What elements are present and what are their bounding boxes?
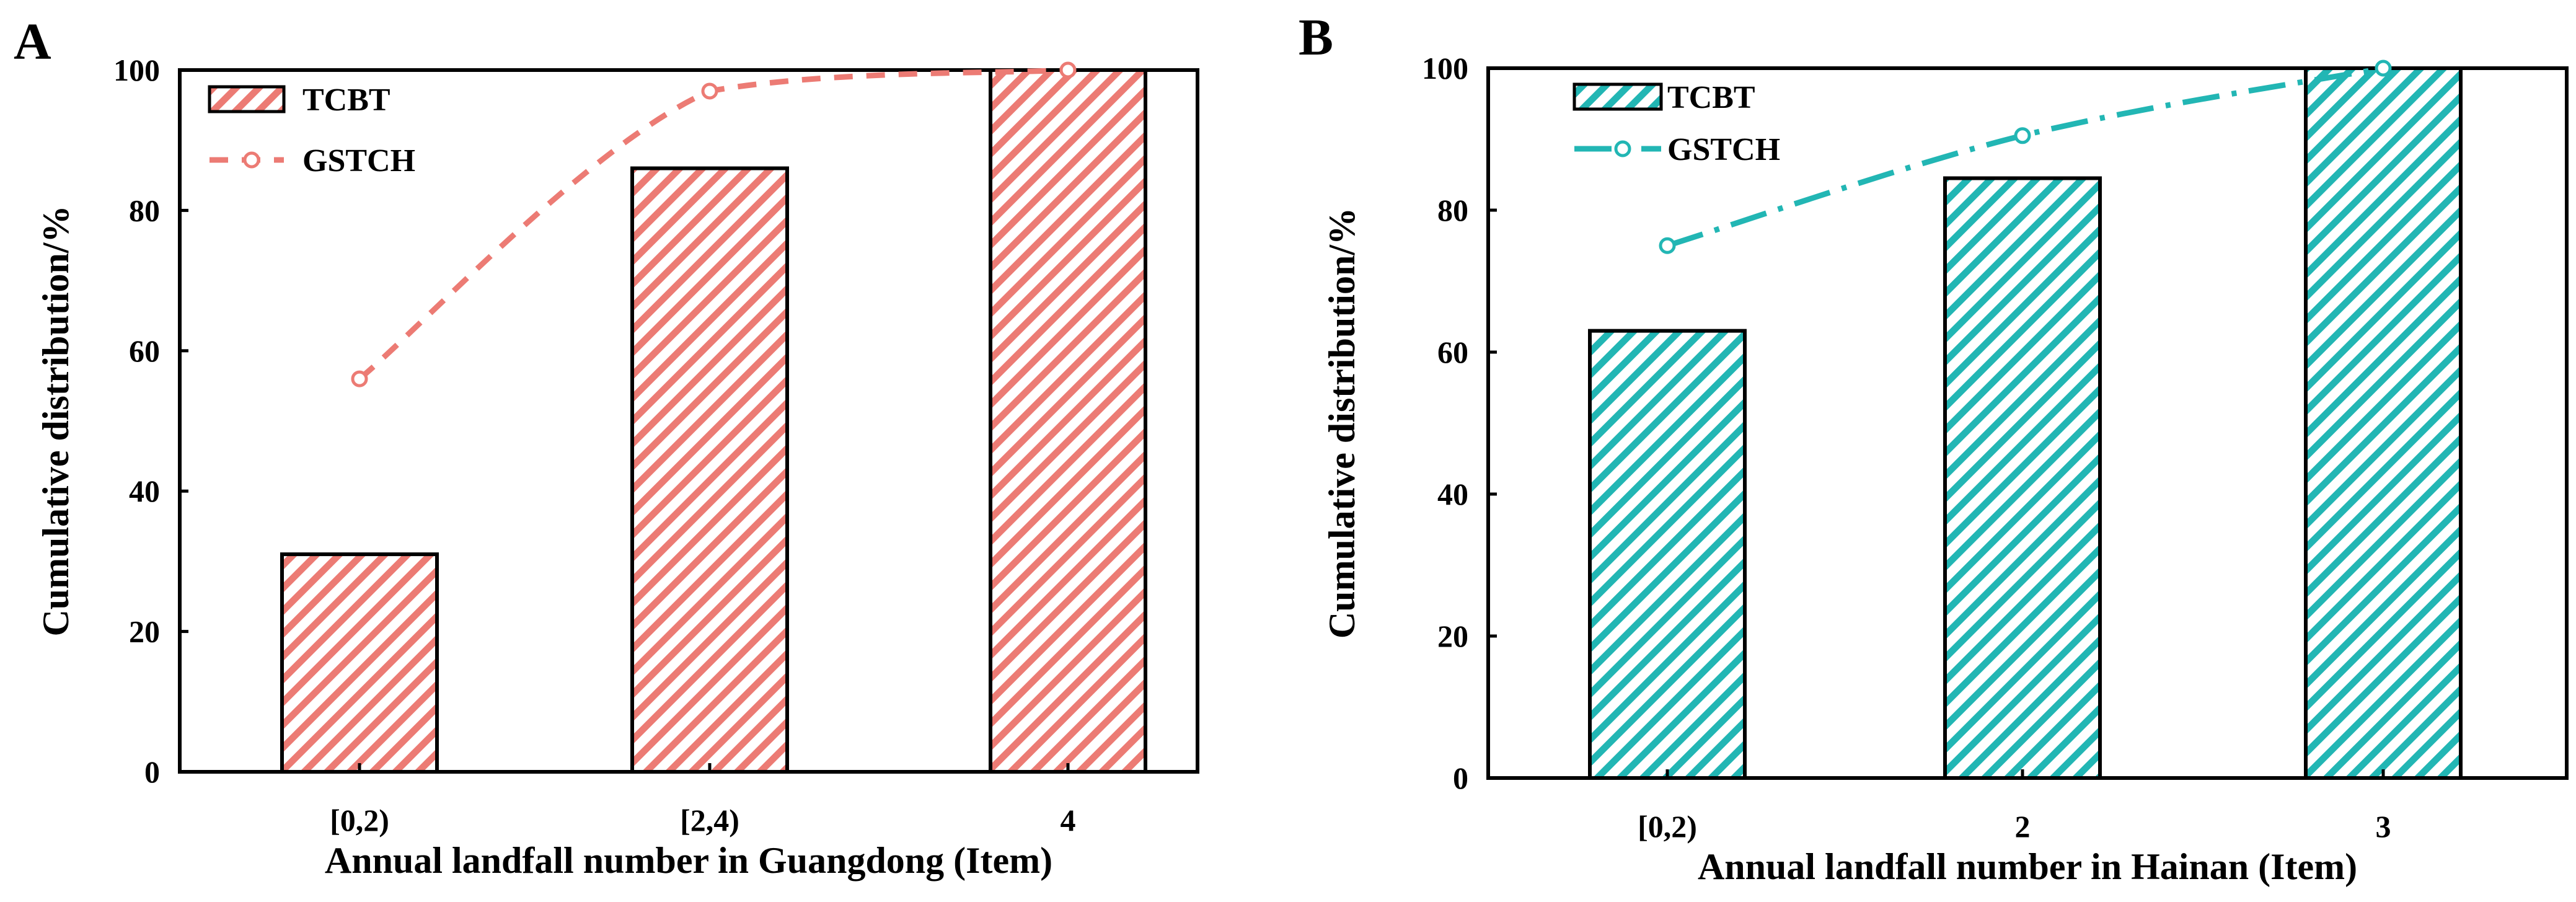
panel-a-xlabel: Annual landfall number in Guangdong (Ite… [325,840,1052,881]
panel-a-point [701,82,718,100]
panel-b-ytick-label: 20 [1437,619,1468,653]
panel-a-letter: A [14,13,51,71]
panel-b-point [1659,237,1676,254]
panel-a-ytick-label: 100 [113,53,160,87]
panel-b-ytick-label: 40 [1437,477,1468,511]
panel-a-xtick-label: [2,4) [680,803,739,838]
panel-b-point [2375,60,2392,77]
panel-b-xlabel: Annual landfall number in Hainan (Item) [1698,846,2357,887]
panel-a-legend-marker-gstch [243,151,260,169]
panel-a-ytick-label: 80 [129,193,160,228]
panel-b-xtick-label: 2 [2015,809,2031,844]
panel-b-legend-marker-gstch [1614,140,1631,157]
panel-b-ytick-label: 80 [1437,193,1468,228]
panel-b-legend-swatch-tcbt [1573,82,1663,111]
panel-a-bar [989,68,1147,774]
panel-b-bar [1588,329,1747,780]
panel-a-ytick-label: 20 [129,614,160,649]
panel-a-ytick-label: 60 [129,334,160,368]
panel-b-bar [1943,176,2102,780]
panel-b-ylabel: Cumulative distribution/% [1321,208,1362,639]
panel-b-xtick-label: 3 [2376,809,2391,844]
panel-a-ylabel: Cumulative distribution/% [35,205,76,636]
panel-b-xtick-label: [0,2) [1638,809,1697,844]
panel-a-point [351,370,368,387]
panel-a-xtick-label: 4 [1061,803,1076,838]
panel-b-legend-label-tcbt: TCBT [1667,80,1755,115]
panel-a-line-gstch [358,67,1069,381]
panel-a-ytick-label: 0 [144,754,160,789]
panel-a-legend-label-tcbt: TCBT [302,82,390,118]
panel-a-legend-label-gstch: GSTCH [302,143,415,179]
panel-b-ytick-label: 60 [1437,335,1468,369]
panel-b-bar [2304,66,2463,780]
panel-a-ytick-label: 40 [129,474,160,508]
panel-b-ytick-label: 100 [1422,51,1468,86]
panel-a-point [1059,61,1077,79]
panel-a-xtick-label: [0,2) [330,803,389,838]
panel-b-ytick-label: 0 [1453,761,1468,795]
panel-b-legend-label-gstch: GSTCH [1667,132,1780,167]
panel-a-bar [280,552,439,774]
panel-a-legend-swatch-tcbt [208,85,286,113]
panel-b-letter: B [1299,9,1333,66]
panel-a-bar [630,166,789,774]
panel-b-point [2014,127,2031,144]
